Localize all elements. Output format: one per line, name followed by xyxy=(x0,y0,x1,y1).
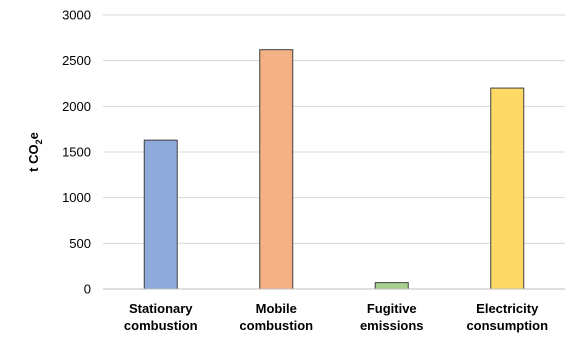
y-axis-label-suffix: e xyxy=(26,132,41,139)
y-tick-label: 500 xyxy=(69,236,91,251)
bar xyxy=(374,282,409,290)
y-axis-label-main: t CO xyxy=(26,144,41,171)
x-category-label: consumption xyxy=(466,318,548,333)
y-tick-label: 3000 xyxy=(62,8,91,23)
y-tick-label: 1000 xyxy=(62,190,91,205)
x-category-label: combustion xyxy=(239,318,313,333)
x-category-label: Electricity xyxy=(476,301,539,316)
bar xyxy=(490,87,525,290)
x-category-label: emissions xyxy=(360,318,424,333)
y-axis-label-subscript: 2 xyxy=(34,139,44,144)
y-axis-ticks: 0 500 1000 1500 2000 2500 3000 xyxy=(62,8,91,297)
bar xyxy=(143,139,178,290)
y-axis-label: t CO2e xyxy=(26,132,44,172)
x-category-label: combustion xyxy=(124,318,198,333)
y-tick-label: 1500 xyxy=(62,145,91,160)
y-tick-label: 2500 xyxy=(62,53,91,68)
bar xyxy=(259,49,294,290)
x-category-label: Stationary xyxy=(129,301,193,316)
bars xyxy=(143,49,525,290)
x-category-label: Mobile xyxy=(256,301,297,316)
x-category-label: Fugitive xyxy=(367,301,417,316)
y-tick-label: 2000 xyxy=(62,99,91,114)
category-labels: Stationary combustion Mobile combustion Fugi… xyxy=(124,301,548,333)
gridlines xyxy=(103,14,565,244)
y-tick-label: 0 xyxy=(84,282,91,297)
